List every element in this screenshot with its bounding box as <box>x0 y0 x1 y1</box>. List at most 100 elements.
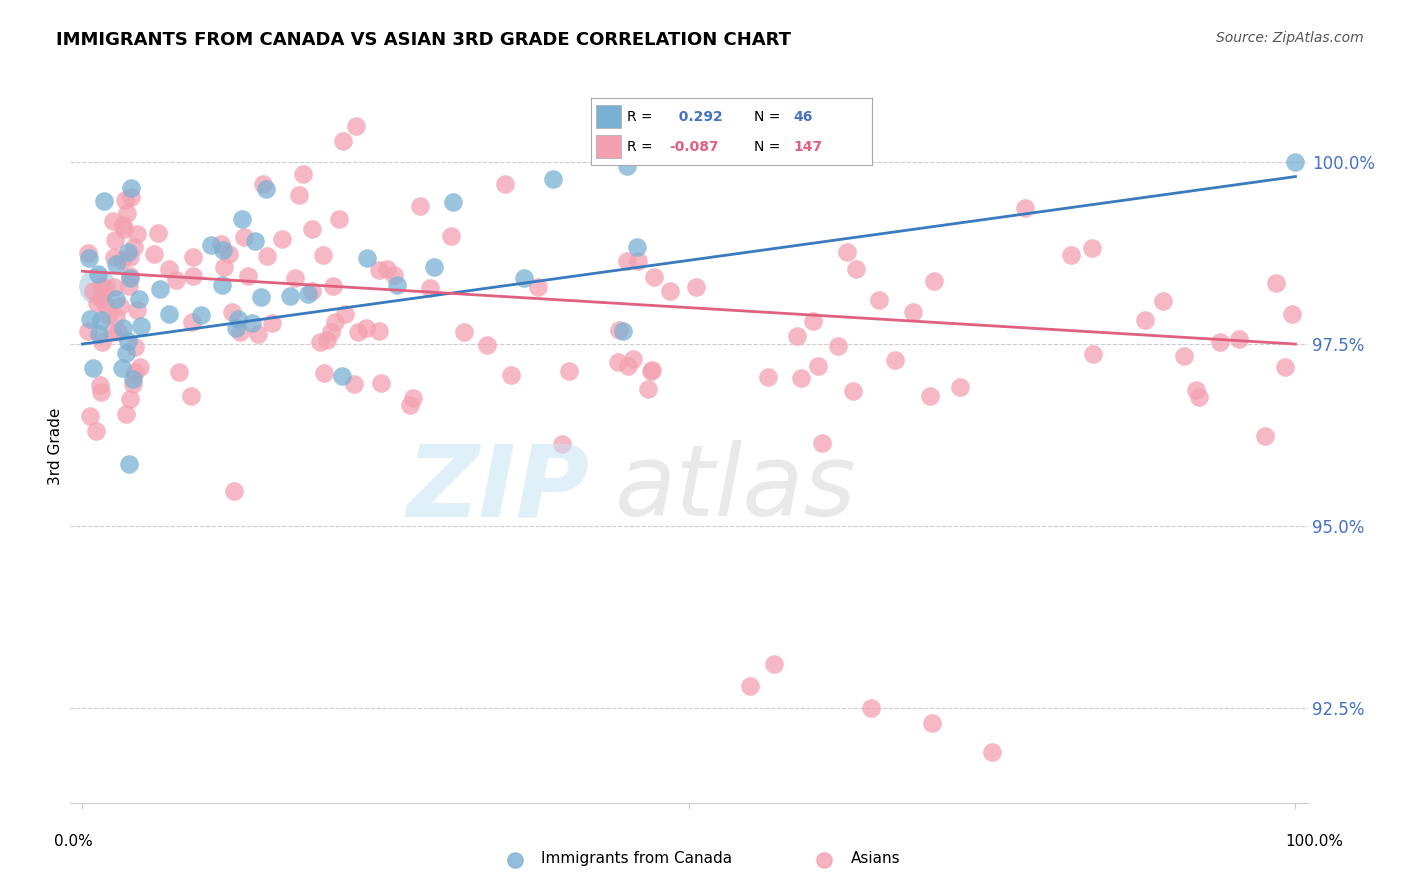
Point <box>626 240 648 254</box>
Point <box>332 134 354 148</box>
Point <box>105 256 128 270</box>
Point <box>423 260 446 274</box>
Point <box>218 247 240 261</box>
Point <box>89 378 111 392</box>
Point <box>810 435 832 450</box>
Text: Immigrants from Canada: Immigrants from Canada <box>541 851 733 865</box>
Point <box>256 249 278 263</box>
Point <box>1284 155 1306 169</box>
Point <box>343 376 366 391</box>
Point <box>117 244 139 259</box>
Point <box>97 309 120 323</box>
Text: R =: R = <box>627 110 652 123</box>
Point <box>121 372 143 386</box>
Point <box>356 251 378 265</box>
Point <box>112 219 135 233</box>
Point <box>756 370 779 384</box>
Point <box>1209 335 1232 350</box>
Point <box>813 853 835 867</box>
Point <box>86 278 108 293</box>
Point <box>146 226 169 240</box>
Point <box>418 281 440 295</box>
Point <box>107 325 129 339</box>
Point <box>77 324 100 338</box>
Point <box>118 392 141 406</box>
Point <box>301 284 323 298</box>
Point <box>346 325 368 339</box>
Point <box>659 285 682 299</box>
Text: N =: N = <box>754 140 780 153</box>
Point <box>494 177 516 191</box>
Point <box>115 346 138 360</box>
Point <box>124 365 146 379</box>
Point <box>762 657 785 672</box>
Point <box>120 181 142 195</box>
Point <box>118 269 141 284</box>
Point <box>114 407 136 421</box>
Point <box>801 314 824 328</box>
Point <box>228 325 250 339</box>
Point <box>859 701 882 715</box>
Point <box>87 267 110 281</box>
Point <box>179 390 201 404</box>
Point <box>382 268 405 282</box>
Point <box>607 323 630 337</box>
Point <box>948 380 970 394</box>
Point <box>127 302 149 317</box>
Text: 147: 147 <box>793 140 823 153</box>
Point <box>94 296 117 310</box>
Point <box>513 270 536 285</box>
Point <box>245 234 267 248</box>
Text: 100.0%: 100.0% <box>1285 834 1344 849</box>
Point <box>167 365 190 379</box>
Point <box>221 304 243 318</box>
Point <box>641 363 664 377</box>
Point <box>354 320 377 334</box>
Point <box>112 321 135 335</box>
Point <box>181 268 204 283</box>
Point <box>77 246 100 260</box>
Point <box>835 244 858 259</box>
Text: IMMIGRANTS FROM CANADA VS ASIAN 3RD GRADE CORRELATION CHART: IMMIGRANTS FROM CANADA VS ASIAN 3RD GRAD… <box>56 31 792 49</box>
Point <box>181 315 204 329</box>
Point <box>82 284 104 298</box>
Point <box>738 679 761 693</box>
Point <box>370 376 392 391</box>
Point <box>262 316 284 330</box>
Point <box>254 181 277 195</box>
Point <box>148 282 170 296</box>
Point <box>314 367 336 381</box>
Point <box>503 853 526 867</box>
Point <box>398 398 420 412</box>
Point <box>297 286 319 301</box>
Point <box>558 364 581 378</box>
Text: 46: 46 <box>793 110 813 123</box>
Point <box>89 326 111 341</box>
Point <box>321 325 343 339</box>
Bar <box>596 135 621 159</box>
Point <box>883 352 905 367</box>
Point <box>93 194 115 208</box>
Point <box>330 368 353 383</box>
Point <box>527 280 550 294</box>
Point <box>114 193 136 207</box>
Point <box>616 159 638 173</box>
Point <box>111 253 134 268</box>
Point <box>627 254 650 268</box>
Point <box>868 293 890 308</box>
Point <box>1281 307 1303 321</box>
Point <box>225 321 247 335</box>
Point <box>104 233 127 247</box>
Point <box>128 292 150 306</box>
Point <box>308 334 330 349</box>
Point <box>1188 391 1211 405</box>
Point <box>250 290 273 304</box>
Point <box>1227 332 1250 346</box>
Point <box>918 389 941 403</box>
Point <box>118 270 141 285</box>
Point <box>101 326 124 340</box>
Point <box>786 328 808 343</box>
Point <box>845 262 868 277</box>
Point <box>402 392 425 406</box>
Point <box>212 243 235 257</box>
